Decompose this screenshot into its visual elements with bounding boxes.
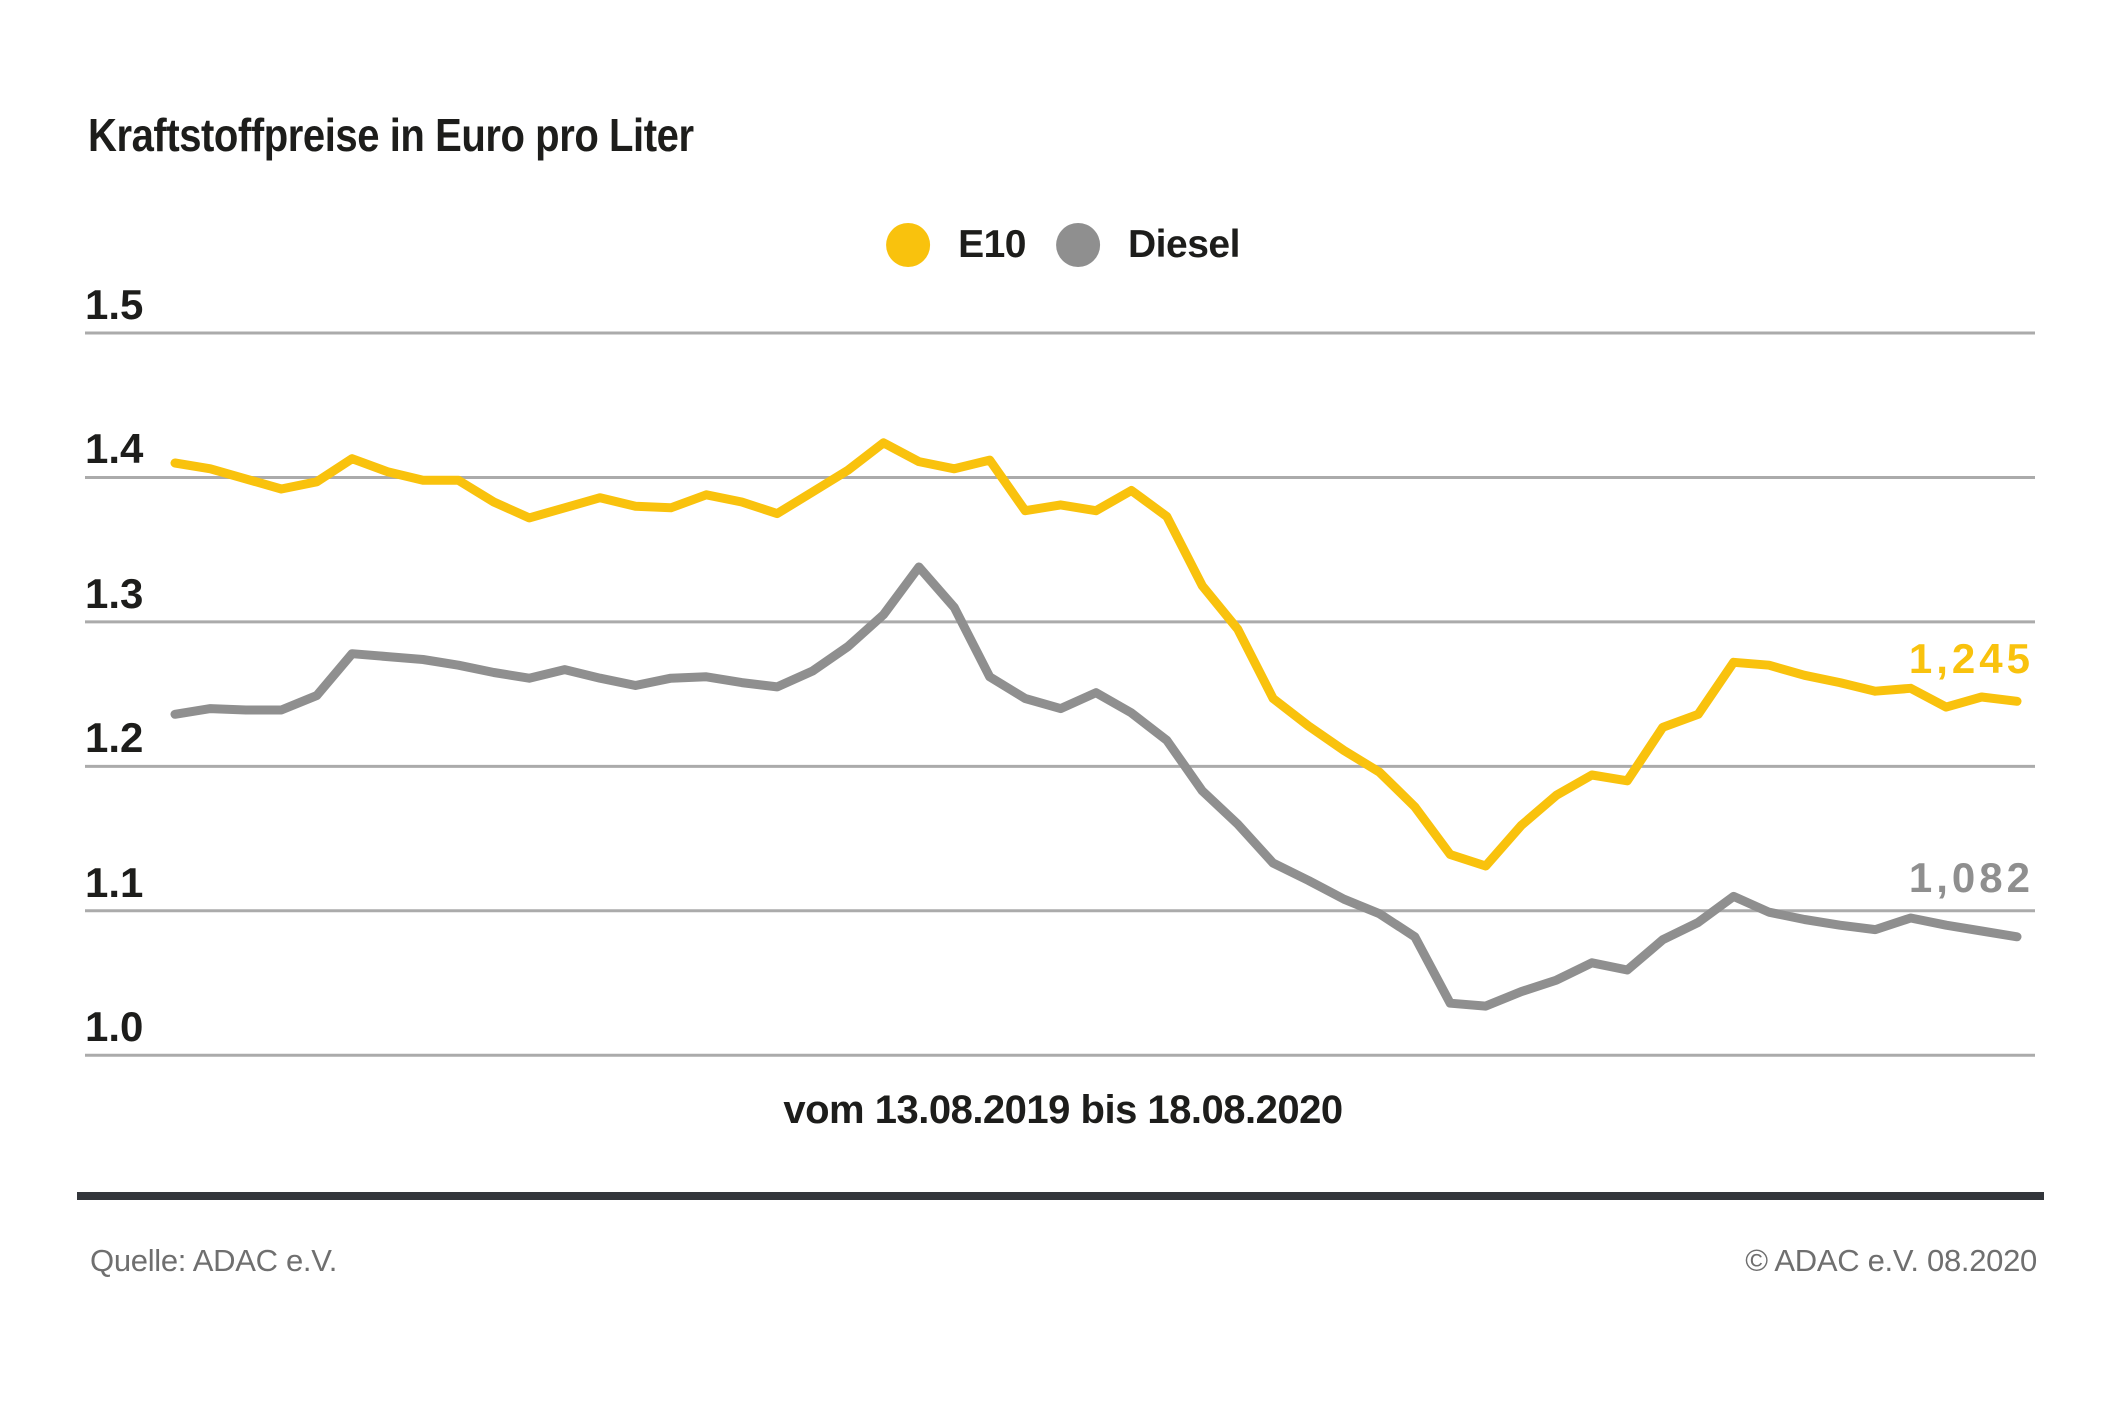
diesel-end-value-label: 1,082	[1908, 853, 2034, 901]
y-tick-label-1.5: 1.5	[85, 281, 144, 328]
e10-swatch-icon	[886, 223, 931, 267]
y-tick-label-1.3: 1.3	[85, 569, 144, 617]
series-lines	[170, 438, 2022, 1011]
legend-item-diesel: Diesel	[1056, 223, 1240, 267]
copyright-note: © ADAC e.V. 08.2020	[1745, 1243, 2037, 1278]
diesel-line	[170, 562, 2022, 1011]
y-tick-label-1.1: 1.1	[85, 858, 144, 906]
legend: E10 Diesel	[886, 223, 1240, 267]
e10-end-value-label: 1,245	[1908, 635, 2034, 683]
x-axis-caption: vom 13.08.2019 bis 18.08.2020	[783, 1088, 1343, 1132]
page-title: Kraftstoffpreise in Euro pro Liter	[88, 109, 694, 161]
legend-label-e10: E10	[958, 223, 1026, 266]
footer-divider	[77, 1192, 2044, 1200]
y-tick-label-1.2: 1.2	[85, 714, 144, 762]
legend-label-diesel: Diesel	[1128, 223, 1240, 266]
y-tick-label-1.0: 1.0	[85, 1003, 144, 1051]
source-note: Quelle: ADAC e.V.	[90, 1243, 338, 1278]
legend-item-e10: E10	[886, 223, 1026, 267]
e10-line	[170, 438, 2022, 871]
gridlines	[85, 331, 2035, 1057]
diesel-swatch-icon	[1056, 223, 1100, 267]
y-tick-label-1.4: 1.4	[85, 425, 144, 473]
